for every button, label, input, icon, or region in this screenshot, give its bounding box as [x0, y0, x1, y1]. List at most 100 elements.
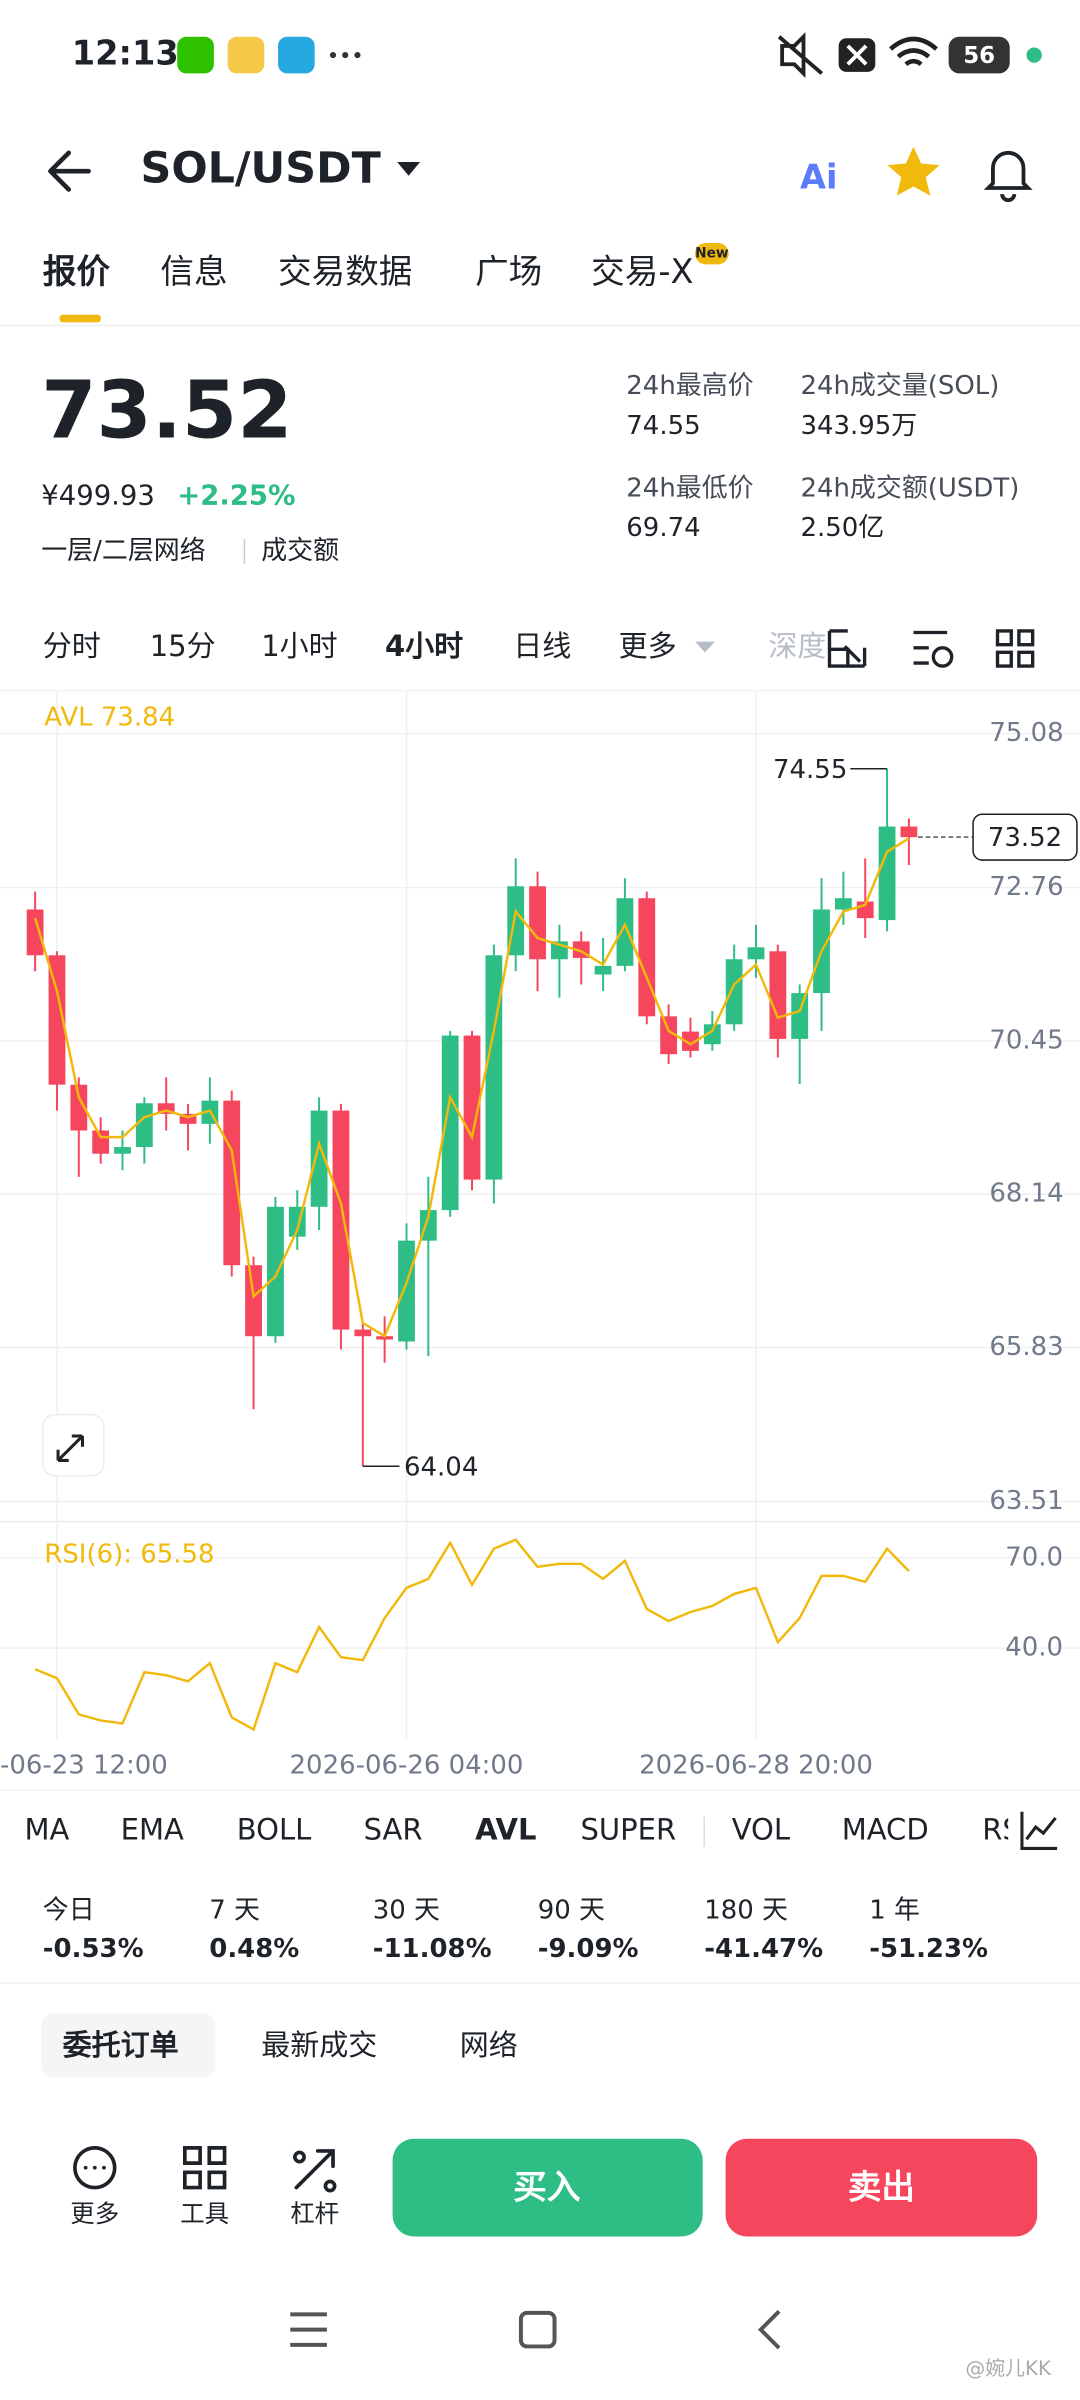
expand-icon	[56, 1434, 85, 1462]
ai-button[interactable]: Ai	[800, 157, 838, 196]
candle-body	[26, 909, 44, 956]
stat-value: 74.55	[626, 411, 700, 441]
performance-label: 180 天	[704, 1896, 788, 1926]
period-tab[interactable]: 15分	[150, 629, 216, 663]
favorite-star[interactable]	[887, 146, 940, 196]
high-label: 74.55	[773, 755, 847, 785]
tab[interactable]: 报价	[43, 252, 111, 291]
badge-text: New	[695, 246, 729, 262]
candle-body	[267, 1206, 284, 1337]
indicator-tab[interactable]: VOL	[732, 1813, 791, 1847]
chart-area	[0, 690, 1080, 1739]
action-icon[interactable]	[73, 2146, 117, 2190]
low-label: 64.04	[404, 1452, 478, 1482]
grid-icon[interactable]	[995, 629, 1035, 668]
indicator-tab[interactable]: SAR	[364, 1813, 423, 1847]
chart-settings-icon[interactable]	[1020, 1811, 1058, 1850]
nav-home[interactable]	[518, 2310, 557, 2349]
dot	[342, 52, 349, 59]
stat-value: 2.50亿	[800, 513, 884, 543]
candle-body	[354, 1329, 372, 1337]
performance-label: 今日	[43, 1896, 95, 1926]
stat-label: 24h成交量(SOL)	[800, 371, 999, 401]
overlay: 75.08 72.76 70.45 68.14 65.83 63.51 -06-23 12:…	[0, 703, 1078, 1780]
action-icon[interactable]	[183, 2146, 227, 2190]
pair-title: SOL/USDT	[141, 144, 381, 194]
settings-icon[interactable]	[913, 630, 954, 668]
tab[interactable]: 交易-X	[591, 252, 693, 291]
avl-line	[33, 837, 910, 1338]
tab[interactable]: 信息	[160, 252, 227, 291]
price-change: +2.25%	[177, 480, 295, 512]
indicator-tab[interactable]: AVL	[475, 1813, 536, 1847]
stat-label: 24h最高价	[626, 371, 753, 401]
y-tick-label: 72.76	[989, 872, 1063, 902]
period-icons	[818, 617, 1080, 682]
order-tab[interactable]: 委托订单	[63, 2028, 179, 2062]
period-tab[interactable]: 分时	[43, 629, 101, 663]
candle-body	[900, 826, 918, 838]
buy-button[interactable]	[392, 2138, 703, 2237]
dot	[354, 52, 361, 59]
candle-body	[660, 1016, 678, 1055]
bell-icon[interactable]	[983, 151, 1033, 203]
candle-body	[245, 1265, 262, 1337]
candle-body	[638, 898, 656, 1017]
x-mark	[846, 44, 868, 66]
back-button[interactable]	[48, 150, 91, 192]
period-tab[interactable]: 日线	[513, 629, 571, 663]
performance-value: -9.09%	[538, 1934, 639, 1964]
candle-body	[834, 898, 852, 910]
candle-body	[616, 898, 634, 966]
indicator-tab[interactable]: BOLL	[237, 1813, 312, 1847]
candle-body	[747, 947, 765, 960]
indicator-tab[interactable]: EMA	[121, 1813, 184, 1847]
nav-menu[interactable]	[290, 2312, 327, 2347]
dot	[329, 52, 337, 59]
tab[interactable]: 交易数据	[278, 252, 412, 291]
order-tab[interactable]: 网络	[460, 2028, 518, 2062]
tag[interactable]: 一层/二层网络	[41, 536, 206, 566]
x-tick-label: 2026-06-26 04:00	[290, 1750, 524, 1780]
indicator-tab[interactable]: MA	[24, 1813, 69, 1847]
tab[interactable]: 广场	[475, 252, 542, 291]
performance-label: 7 天	[209, 1896, 260, 1926]
action-icon[interactable]	[293, 2149, 337, 2193]
wifi-icon	[889, 36, 938, 67]
indicator-tab[interactable]: SUPER	[580, 1813, 676, 1847]
nav-back[interactable]	[757, 2309, 781, 2350]
y-tick-label: 63.51	[989, 1486, 1063, 1516]
tag[interactable]: 成交额	[261, 536, 339, 566]
candle-body	[114, 1147, 131, 1154]
action-label[interactable]: 工具	[180, 2199, 229, 2228]
buy-label[interactable]: 买入	[513, 2168, 581, 2207]
last-price: 73.52	[41, 364, 292, 457]
status-icons	[177, 32, 1042, 79]
period-tab[interactable]: 1小时	[261, 629, 338, 663]
sell-button[interactable]	[725, 2138, 1038, 2237]
candle-body	[485, 955, 503, 1180]
candle-body	[594, 965, 612, 975]
period-tab[interactable]: 深度	[768, 629, 826, 663]
order-tab[interactable]: 最新成交	[261, 2028, 377, 2062]
action-label[interactable]: 杠杆	[290, 2199, 339, 2228]
period-tab[interactable]: 更多	[619, 629, 677, 663]
period-tab[interactable]: 4小时	[385, 629, 463, 663]
fullscreen-icon[interactable]	[827, 629, 867, 668]
battery	[948, 36, 1010, 74]
candle-body	[310, 1110, 328, 1207]
candle-body	[703, 1024, 721, 1045]
y-tick-label: 68.14	[989, 1179, 1063, 1209]
performance-value: -0.53%	[43, 1934, 144, 1964]
candle-body	[463, 1035, 481, 1180]
legend-label: AVL 73.84	[44, 703, 175, 733]
sell-label[interactable]: 卖出	[848, 2168, 915, 2207]
action-label[interactable]: 更多	[70, 2199, 119, 2228]
indicator-tab[interactable]: MACD	[842, 1813, 929, 1847]
pair-dropdown[interactable]	[397, 162, 421, 176]
watermark: @婉儿KK	[965, 2357, 1052, 2380]
clock: 12:13	[72, 34, 179, 73]
candle-body	[769, 951, 787, 1039]
candle-body	[48, 955, 66, 1085]
